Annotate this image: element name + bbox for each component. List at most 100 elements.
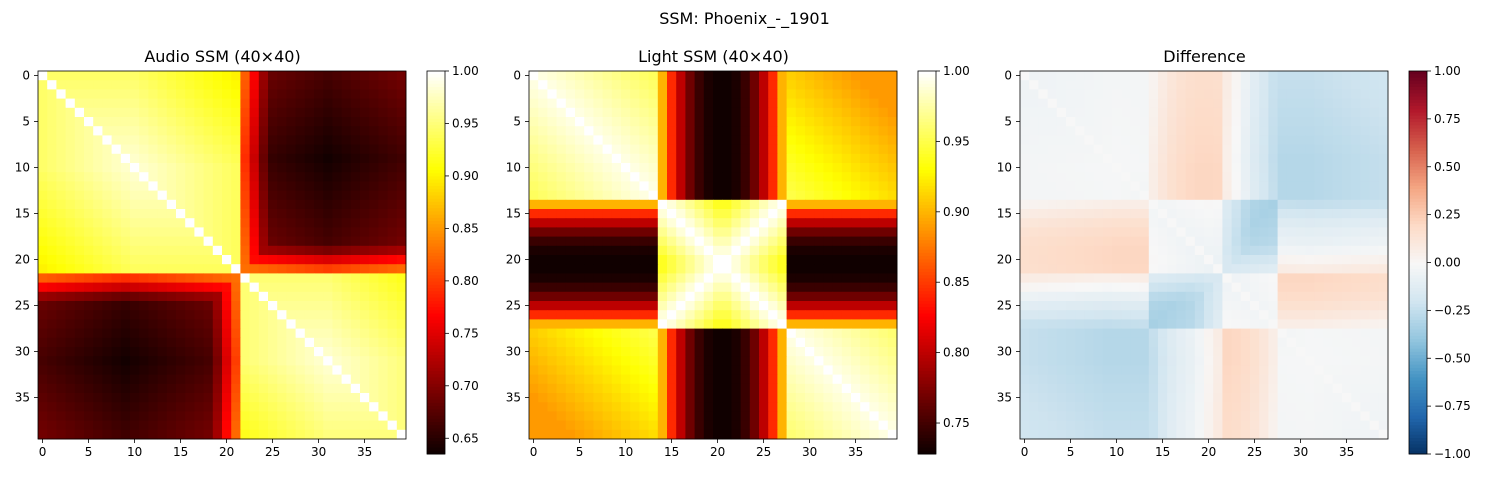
- heatmap-cell: [713, 402, 723, 412]
- heatmap-cell: [565, 135, 576, 145]
- heatmap-cell: [1084, 71, 1094, 81]
- heatmap-cell: [731, 144, 741, 155]
- y-tick-label: 20: [15, 253, 30, 267]
- heatmap-cell: [777, 255, 787, 265]
- heatmap-cell: [593, 135, 603, 145]
- heatmap-cell: [176, 411, 186, 421]
- heatmap-cell: [1194, 301, 1205, 311]
- colorbar-segment: [427, 275, 445, 279]
- heatmap-cell: [1240, 328, 1251, 339]
- heatmap-cell: [1222, 245, 1232, 256]
- heatmap-cell: [1332, 291, 1343, 302]
- heatmap-cell: [731, 365, 741, 375]
- heatmap-cell: [887, 218, 898, 228]
- heatmap-cell: [1130, 144, 1140, 155]
- heatmap-cell: [1369, 301, 1380, 311]
- heatmap-cell: [1360, 273, 1370, 283]
- heatmap-cell: [602, 374, 613, 385]
- heatmap-cell: [1204, 383, 1214, 394]
- heatmap-cell: [157, 291, 168, 302]
- heatmap-cell: [805, 218, 815, 228]
- heatmap-cell: [851, 337, 861, 348]
- colorbar-segment: [918, 281, 936, 286]
- heatmap-cell: [1231, 347, 1242, 357]
- heatmap-cell: [621, 282, 631, 293]
- heatmap-cell: [56, 429, 66, 440]
- colorbar-segment: [427, 278, 445, 283]
- heatmap-cell: [286, 98, 296, 109]
- heatmap-cell: [222, 328, 232, 339]
- heatmap-cell: [639, 310, 649, 320]
- heatmap-cell: [851, 282, 861, 293]
- heatmap-cell: [1369, 374, 1380, 385]
- heatmap-cell: [1167, 347, 1177, 357]
- heatmap-cell: [203, 163, 214, 173]
- colorbar-segment: [427, 300, 445, 305]
- heatmap-cell: [1112, 80, 1122, 90]
- heatmap-cell: [139, 181, 149, 191]
- colorbar-segment: [918, 157, 936, 161]
- heatmap-cell: [805, 310, 815, 320]
- heatmap-cell: [166, 163, 177, 173]
- colorbar-segment: [918, 428, 936, 433]
- heatmap-cell: [731, 181, 741, 191]
- heatmap-cell: [1369, 365, 1380, 375]
- heatmap-cell: [547, 80, 557, 90]
- heatmap-cell: [667, 227, 677, 237]
- heatmap-cell: [1075, 328, 1085, 339]
- heatmap-cell: [722, 236, 732, 247]
- heatmap-cell: [268, 117, 278, 127]
- heatmap-cell: [1112, 393, 1122, 403]
- heatmap-cell: [841, 80, 852, 90]
- heatmap-cell: [832, 402, 843, 412]
- heatmap-cell: [1314, 356, 1324, 366]
- heatmap-cell: [639, 199, 649, 210]
- colorbar-segment: [918, 128, 936, 133]
- heatmap-cell: [777, 282, 787, 293]
- heatmap-cell: [639, 383, 649, 394]
- heatmap-cell: [369, 337, 379, 348]
- heatmap-cell: [593, 282, 603, 293]
- heatmap-cell: [1378, 98, 1389, 109]
- heatmap-cell: [860, 383, 870, 394]
- heatmap-cell: [676, 282, 686, 293]
- colorbar-segment: [918, 163, 936, 168]
- heatmap-cell: [212, 347, 223, 357]
- heatmap-cell: [120, 71, 131, 81]
- heatmap-cell: [1020, 190, 1030, 201]
- heatmap-cell: [176, 273, 186, 283]
- heatmap-cell: [396, 429, 407, 440]
- heatmap-cell: [878, 365, 889, 375]
- heatmap-cell: [1056, 273, 1067, 283]
- heatmap-cell: [832, 107, 843, 118]
- heatmap-cell: [685, 98, 695, 109]
- heatmap-cell: [148, 365, 158, 375]
- heatmap-cell: [1268, 301, 1278, 311]
- heatmap-cell: [1148, 236, 1159, 247]
- heatmap-cell: [1314, 273, 1324, 283]
- heatmap-cell: [84, 199, 94, 210]
- heatmap-cell: [1130, 181, 1140, 191]
- heatmap-cell: [56, 420, 66, 431]
- heatmap-cell: [1158, 365, 1168, 375]
- heatmap-cell: [1194, 135, 1205, 145]
- heatmap-cell: [556, 236, 567, 247]
- heatmap-cell: [1158, 181, 1168, 191]
- heatmap-cell: [841, 282, 852, 293]
- heatmap-cell: [621, 89, 631, 99]
- heatmap-cell: [1075, 89, 1085, 99]
- heatmap-cell: [258, 71, 269, 81]
- heatmap-cell: [823, 411, 833, 421]
- heatmap-cell: [203, 365, 214, 375]
- heatmap-cell: [240, 218, 250, 228]
- heatmap-cell: [1323, 328, 1334, 339]
- heatmap-cell: [1167, 135, 1177, 145]
- heatmap-cell: [130, 245, 140, 256]
- heatmap-cell: [1240, 264, 1251, 274]
- heatmap-cell: [1139, 393, 1150, 403]
- heatmap-cell: [38, 319, 48, 329]
- heatmap-cell: [93, 429, 103, 440]
- heatmap-cell: [667, 255, 677, 265]
- heatmap-cell: [240, 163, 250, 173]
- heatmap-cell: [1121, 126, 1131, 136]
